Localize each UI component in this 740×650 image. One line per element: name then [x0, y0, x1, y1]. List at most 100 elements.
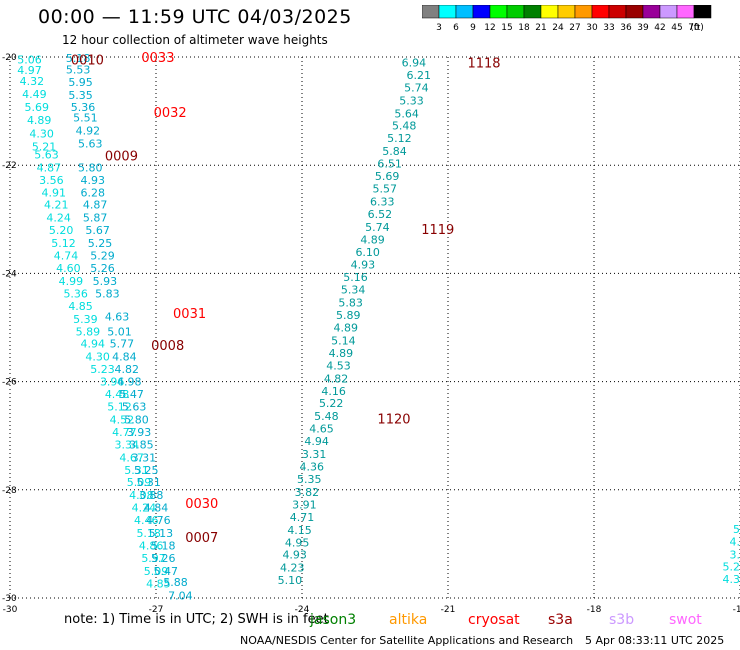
colorbar-label: 3	[436, 23, 442, 33]
data-point-label: 5.47	[153, 565, 178, 578]
x-tick-label: -18	[587, 605, 602, 615]
y-tick-label: -26	[2, 378, 17, 388]
data-point-label: 5.16	[343, 271, 368, 284]
data-point-label: 4.87	[37, 161, 62, 174]
y-tick-label: -24	[2, 269, 17, 279]
data-point-label: 3.85	[129, 438, 154, 451]
data-point-label: 4.99	[59, 275, 84, 288]
colorbar-unit: (ft)	[690, 23, 704, 33]
data-point-label: 5.35	[297, 473, 322, 486]
data-point-label: 5.63	[78, 138, 103, 151]
y-tick-label: -20	[2, 53, 17, 63]
data-point-label: 4.46	[134, 514, 159, 527]
data-point-label: 4.60	[56, 262, 81, 275]
data-point-label: 5.48	[392, 120, 417, 133]
data-point-label: 4.30	[85, 351, 110, 364]
data-point-label: 4.32	[20, 75, 45, 88]
colorbar-label: 9	[470, 23, 476, 33]
colorbar-label: 45	[671, 23, 682, 33]
data-point-label: 5.12	[51, 237, 76, 250]
data-point-label: 4.85	[146, 577, 171, 590]
data-point-label: 5.36	[63, 287, 88, 300]
legend-item-s3b: s3b	[609, 612, 635, 628]
data-point-label: 3.88	[139, 489, 164, 502]
data-point-label: 5.47	[119, 388, 144, 401]
data-point-label-edge: 5.2	[723, 561, 740, 574]
data-point-label: 5.67	[85, 224, 110, 237]
data-point-label: 5.63	[122, 400, 147, 413]
data-point-label: 6.51	[377, 158, 402, 171]
data-point-label: 4.71	[290, 511, 315, 524]
data-point-label: 5.48	[314, 410, 339, 423]
legend-item-cryosat: cryosat	[468, 612, 520, 628]
data-point-label: 5.09	[144, 565, 169, 578]
data-point-label: 4.53	[326, 359, 351, 372]
colorbar-label: 39	[637, 23, 649, 33]
data-point-label: 5.09	[127, 476, 152, 489]
data-point-label: 4.84	[112, 351, 137, 364]
colorbar-label: 15	[501, 23, 512, 33]
data-point-label: 4.97	[17, 64, 42, 77]
data-point-label: 5.22	[319, 397, 344, 410]
data-point-label: 4.89	[334, 322, 359, 335]
data-point-label: 5.12	[387, 132, 412, 145]
data-point-label: 5.10	[278, 574, 303, 587]
data-point-label: 5.33	[399, 94, 424, 107]
legend-item-altika: altika	[389, 612, 428, 628]
data-point-label: 5.83	[338, 297, 363, 310]
data-point-label: 4.21	[44, 199, 69, 212]
data-point-label: 4.49	[22, 88, 47, 101]
data-point-label: 4.93	[351, 259, 376, 272]
data-point-label: 4.15	[287, 524, 312, 537]
data-point-label: 4.63	[105, 311, 130, 324]
data-point-label: 5.25	[134, 464, 159, 477]
data-point-label: 4.98	[117, 376, 142, 389]
footer-credit: NOAA/NESDIS Center for Satellite Applica…	[240, 634, 574, 647]
data-series: 6.946.215.745.335.645.485.125.846.515.69…	[278, 56, 431, 587]
y-tick-label: -28	[2, 486, 17, 496]
x-tick-label: -21	[441, 605, 456, 615]
data-point-label: 5.97	[141, 552, 166, 565]
data-point-label: 5.21	[32, 140, 57, 153]
data-point-label: 5.84	[382, 145, 407, 158]
data-point-label: 5.64	[394, 107, 419, 120]
y-tick-label: -30	[2, 594, 17, 604]
data-point-label-edge: 5	[733, 523, 740, 536]
colorbar-label: 24	[552, 23, 564, 33]
colorbar-label: 12	[484, 23, 495, 33]
data-point-label: 5.53	[66, 63, 91, 76]
data-point-label: 4.93	[80, 174, 105, 187]
data-point-label: 4.86	[139, 540, 164, 553]
data-point-label: 4.89	[329, 347, 354, 360]
data-point-label: 6.28	[80, 186, 105, 199]
data-point-label: 4.85	[68, 300, 93, 313]
data-point-label: 5.89	[336, 309, 361, 322]
data-point-label: 5.69	[25, 101, 50, 114]
data-point-label: 3.91	[292, 498, 317, 511]
colorbar-label: 18	[518, 23, 530, 33]
colorbar-label: 30	[586, 23, 598, 33]
data-point-label: 5.93	[93, 275, 118, 288]
data-point-label: 3.82	[295, 486, 320, 499]
data-point-label: 5.36	[71, 101, 96, 114]
data-point-label: 4.23	[280, 562, 305, 575]
data-point-label: 3.93	[127, 426, 152, 439]
data-point-label: 5.18	[136, 527, 161, 540]
data-point-label: 5.12	[107, 400, 132, 413]
data-point-label: 4.48	[105, 388, 130, 401]
data-point-label: 5.20	[49, 224, 74, 237]
data-point-label: 4.52	[110, 413, 135, 426]
data-point-label: 3.96	[100, 376, 125, 389]
data-point-label: 5.63	[34, 148, 59, 161]
page-subtitle: 12 hour collection of altimeter wave hei…	[62, 33, 328, 47]
data-point-label: 4.74	[54, 250, 79, 263]
data-point-label: 4.93	[282, 549, 307, 562]
data-point-label: 5.26	[151, 552, 176, 565]
x-tick-label: -24	[295, 605, 310, 615]
data-point-label: 6.10	[355, 246, 380, 259]
data-point-label: 5.14	[331, 334, 356, 347]
data-point-label: 6.94	[402, 56, 427, 69]
colorbar-label: 33	[603, 23, 614, 33]
data-point-label: 5.89	[76, 325, 101, 338]
data-point-label: 5.74	[365, 221, 390, 234]
